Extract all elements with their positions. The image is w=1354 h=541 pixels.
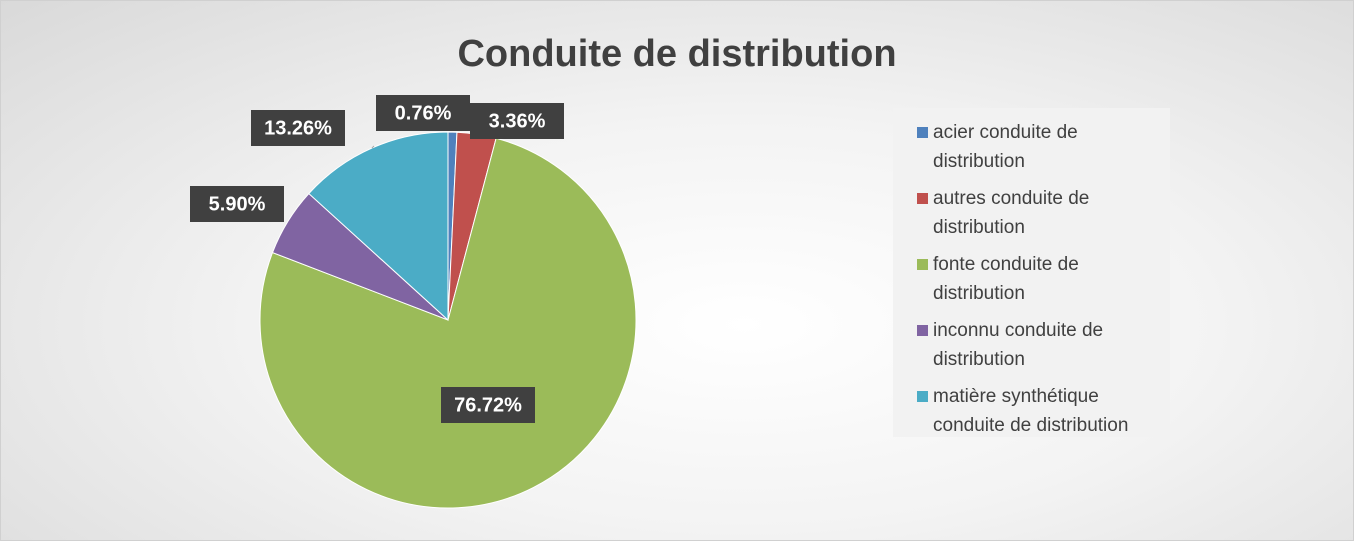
data-label-box bbox=[376, 95, 470, 131]
legend-item: acier conduite de distribution bbox=[917, 118, 1164, 176]
legend-item: fonte conduite de distribution bbox=[917, 250, 1164, 308]
data-label-box bbox=[190, 186, 284, 222]
data-label: 76.72% bbox=[454, 394, 522, 416]
legend-swatch bbox=[917, 259, 928, 270]
data-label: 0.76% bbox=[395, 102, 452, 124]
legend-item: autres conduite de distribution bbox=[917, 184, 1164, 242]
legend-swatch bbox=[917, 127, 928, 138]
legend-item: inconnu conduite de distribution bbox=[917, 316, 1164, 374]
legend-label: matière synthétique conduite de distribu… bbox=[933, 386, 1129, 436]
chart-title: Conduite de distribution bbox=[457, 33, 896, 75]
data-label: 3.36% bbox=[489, 110, 546, 132]
legend-label: fonte conduite de distribution bbox=[933, 254, 1079, 304]
legend-swatch bbox=[917, 325, 928, 336]
data-label-box bbox=[470, 103, 564, 139]
legend: acier conduite de distribution autres con… bbox=[893, 108, 1170, 437]
legend-swatch bbox=[917, 193, 928, 204]
leader-line bbox=[371, 145, 375, 149]
legend-label: autres conduite de distribution bbox=[933, 188, 1090, 238]
legend-label: inconnu conduite de distribution bbox=[933, 320, 1104, 370]
data-label-box bbox=[441, 387, 535, 423]
pie-slice bbox=[259, 137, 637, 509]
data-label: 13.26% bbox=[264, 117, 332, 139]
legend-swatch bbox=[917, 391, 928, 402]
legend-label: acier conduite de distribution bbox=[933, 122, 1078, 172]
data-label-box bbox=[251, 110, 345, 146]
legend-item: matière synthétique conduite de distribu… bbox=[917, 382, 1164, 440]
data-label: 5.90% bbox=[209, 193, 266, 215]
